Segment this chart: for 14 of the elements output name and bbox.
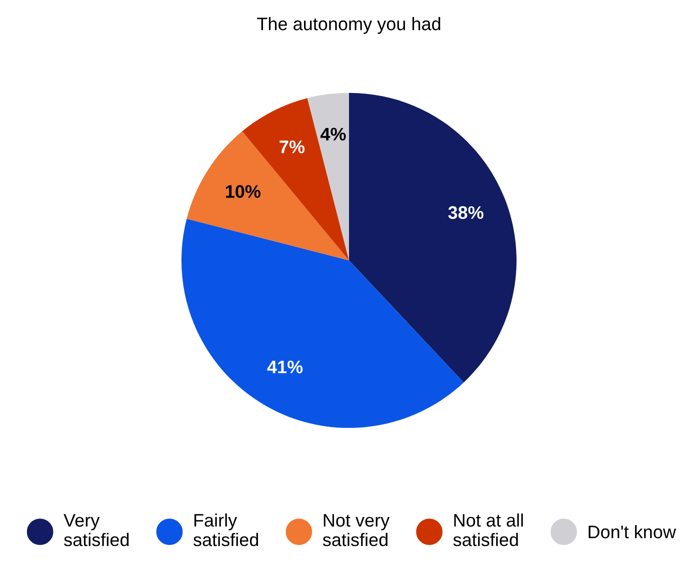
- pie-slice: [181, 218, 464, 428]
- legend-label: Very satisfied: [64, 514, 129, 546]
- legend-label: Not very satisfied: [322, 514, 390, 546]
- data-label: 4%: [320, 128, 346, 141]
- legend-label: Fairly satisfied: [193, 513, 258, 546]
- chart-title: The autonomy you had: [257, 17, 440, 34]
- legend-label: Don't know: [588, 525, 676, 538]
- data-label: 10%: [226, 185, 260, 198]
- legend-label: Not at all satisfied: [453, 513, 523, 546]
- data-label: 38%: [448, 206, 484, 219]
- pie-slice: [349, 92, 516, 382]
- data-label: 41%: [267, 360, 303, 374]
- pie-slice: [307, 92, 349, 260]
- data-label: 7%: [280, 140, 305, 154]
